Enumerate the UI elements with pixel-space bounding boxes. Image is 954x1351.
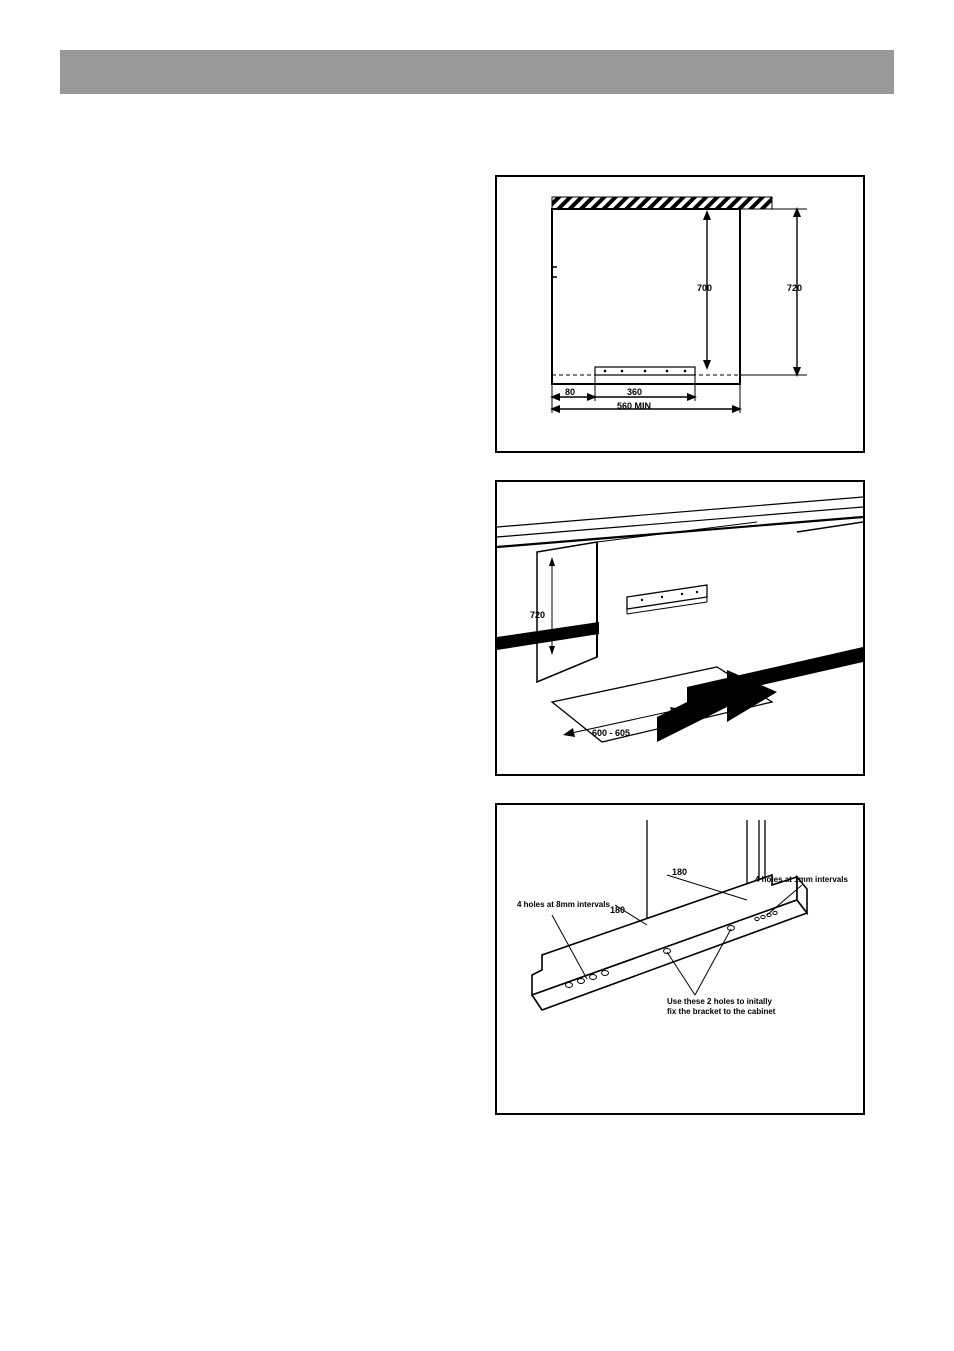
ann-left-holes: 4 holes at 8mm intervals [517,900,610,910]
cabinet-front-svg [497,177,863,451]
dim-600-605: 600 - 605 [592,728,630,738]
ann-callout: Use these 2 holes to initally fix the br… [667,997,807,1016]
figure-cabinet-front: 700 720 80 360 560 MIN [495,175,865,453]
cabinet-iso-svg [497,482,863,774]
ann-right-holes: 4 holes at 1mm intervals [755,875,848,885]
dim-560min: 560 MIN [617,401,651,411]
dim-700: 700 [697,283,712,293]
dim-180a: 180 [610,905,625,915]
dim-720b: 720 [530,610,545,620]
ann-callout-text: Use these 2 holes to initally fix the br… [667,997,775,1016]
figure-cabinet-iso: 720 600 - 605 [495,480,865,776]
dim-80: 80 [565,387,575,397]
dim-180b: 180 [672,867,687,877]
dim-360: 360 [627,387,642,397]
header-bar [60,50,894,94]
dim-720: 720 [787,283,802,293]
bracket-detail-svg [497,805,863,1113]
figure-bracket-detail: 4 holes at 8mm intervals 4 holes at 1mm … [495,803,865,1115]
